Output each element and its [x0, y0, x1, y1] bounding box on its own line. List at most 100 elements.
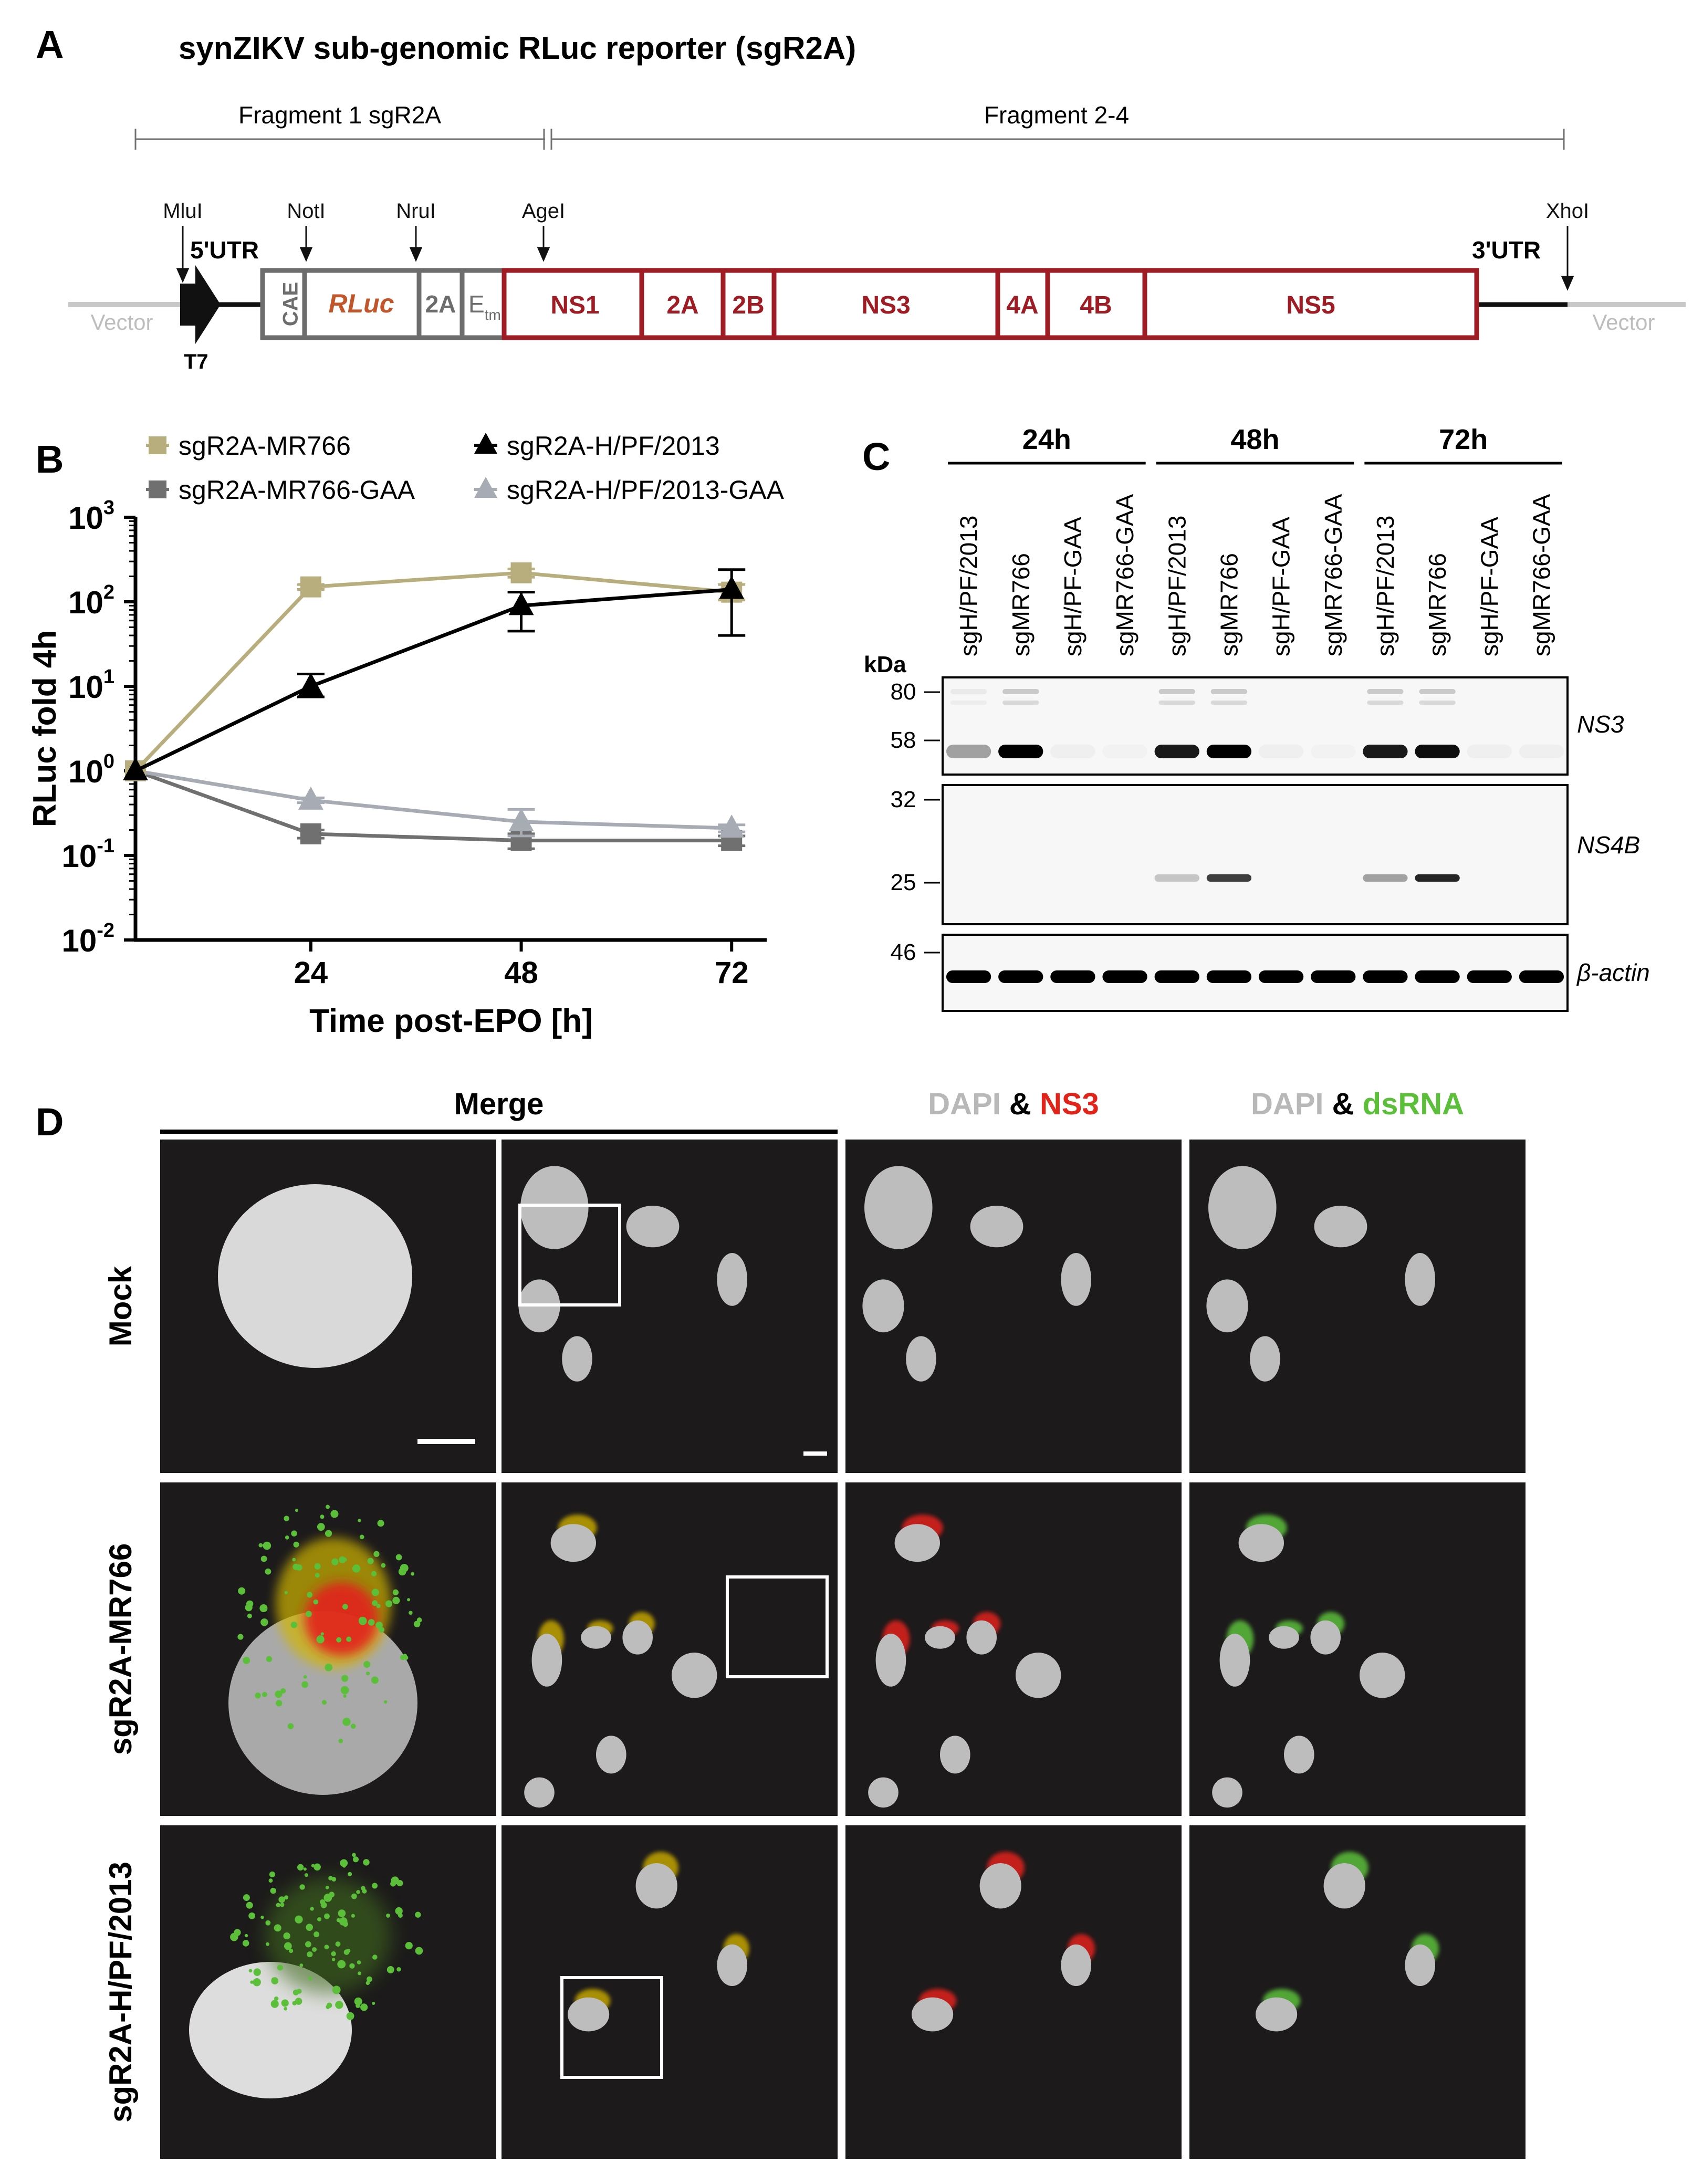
signal-speckle: [274, 1924, 281, 1932]
blot-band: [1311, 745, 1355, 758]
nucleus: [622, 1620, 653, 1655]
nucleus: [581, 1626, 611, 1649]
panel-label-a: A: [36, 23, 64, 66]
signal-speckle: [362, 1888, 367, 1894]
fragment-2-label: Fragment 2-4: [984, 101, 1129, 129]
signal-speckle: [337, 1960, 346, 1969]
site-agei-label: AgeI: [522, 200, 565, 223]
ns4a-label: 4A: [1006, 291, 1038, 319]
signal-speckle: [314, 1563, 321, 1570]
ns5-label: NS5: [1286, 291, 1335, 319]
signal-speckle: [258, 1543, 263, 1548]
signal-speckle: [246, 1901, 253, 1909]
nucleus: [1405, 1253, 1435, 1306]
blot-band: [950, 689, 987, 694]
kda-marker: 80: [891, 679, 916, 705]
signal-speckle: [352, 1853, 356, 1857]
micro-tile: [845, 1140, 1182, 1473]
micro-tile: [502, 1825, 838, 2159]
header-amp: &: [1001, 1087, 1040, 1121]
nucleus: [864, 1166, 933, 1249]
blot-band: [1363, 745, 1408, 758]
signal-speckle: [406, 1598, 411, 1602]
ns4b-blot: [942, 784, 1569, 925]
vector-right-label: Vector: [1592, 310, 1655, 335]
ns3-label: NS3: [861, 291, 910, 319]
kda-marker: 46: [891, 939, 916, 965]
blot-band: [950, 701, 987, 705]
signal-speckle: [385, 1600, 393, 1607]
signal-speckle: [269, 1871, 276, 1878]
y-tick-base: 10: [68, 670, 103, 705]
blot-band: [1002, 689, 1039, 694]
signal-speckle: [360, 2003, 368, 2011]
signal-speckle: [244, 1934, 248, 1938]
y-tick-base: 10: [61, 923, 97, 958]
micro-tile: [1189, 1825, 1526, 2159]
blot-band: [1154, 745, 1199, 758]
signal-speckle: [253, 1968, 261, 1976]
data-point: [719, 814, 745, 838]
micro-tile: [845, 1825, 1182, 2159]
nucleus: [596, 1736, 626, 1774]
signal-speckle: [339, 1917, 348, 1926]
blot-band: [1002, 701, 1039, 705]
signal-green: [265, 1878, 391, 1993]
blot-band: [1258, 970, 1304, 983]
signal-speckle: [336, 1637, 342, 1643]
data-point: [508, 808, 534, 831]
data-point: [300, 576, 321, 598]
signal-speckle: [260, 1915, 264, 1919]
nucleus: [906, 1336, 936, 1382]
signal-speckle: [246, 1600, 254, 1607]
signal-speckle: [328, 1876, 333, 1880]
signal-speckle: [238, 1587, 246, 1595]
y-tick-base: 10: [61, 839, 97, 874]
data-point: [719, 576, 745, 599]
legend-entry: sgR2A-MR766: [179, 431, 351, 461]
signal-speckle: [351, 1893, 357, 1899]
signal-speckle: [405, 1941, 413, 1950]
signal-speckle: [346, 2012, 354, 2020]
signal-speckle: [295, 1509, 299, 1512]
p2a-label: 2A: [425, 290, 456, 318]
lane-label: sgH/PF/2013: [1372, 516, 1399, 656]
nucleus: [979, 1863, 1021, 1909]
signal-speckle: [284, 1895, 288, 1900]
signal-speckle: [357, 1960, 361, 1964]
signal-speckle: [303, 1867, 307, 1871]
signal-speckle: [331, 1951, 336, 1957]
zoom-region-box: [726, 1575, 829, 1678]
site-nrui-label: NruI: [396, 200, 436, 223]
signal-speckle: [325, 1530, 332, 1537]
nucleus: [1314, 1206, 1367, 1248]
series-line: [134, 571, 732, 772]
blot-label: β-actin: [1576, 959, 1650, 986]
signal-speckle: [395, 1554, 402, 1561]
nucleus: [862, 1279, 904, 1333]
nucleus: [1284, 1736, 1314, 1774]
signal-speckle: [299, 1963, 304, 1967]
signal-speckle: [371, 1589, 379, 1596]
signal-speckle: [340, 1686, 349, 1695]
signal-speckle: [415, 1947, 423, 1955]
kda-label: kDa: [864, 652, 906, 677]
timepoint-label: 48h: [1230, 424, 1279, 455]
signal-speckle: [373, 1551, 380, 1558]
microscopy-grid: Merge DAPI & NS3 DAPI & dsRNAMocksgR2A-MR7…: [103, 1087, 1526, 2159]
signal-speckle: [359, 1534, 364, 1540]
signal-speckle: [299, 1884, 305, 1890]
y-tick-label: 102: [68, 581, 114, 620]
nucleus: [970, 1206, 1023, 1248]
signal-speckle: [255, 1692, 261, 1699]
micro-tile: [845, 1482, 1182, 1816]
fragment-brackets: [134, 129, 1565, 150]
ns1-label: NS1: [550, 291, 599, 319]
signal-speckle: [335, 1941, 341, 1947]
blot-band: [1050, 745, 1095, 758]
blot-band: [998, 745, 1043, 758]
legend-marker: [149, 436, 166, 454]
signal-speckle: [400, 1564, 409, 1572]
signal-speckle: [352, 1856, 359, 1863]
etm-main: E: [468, 290, 485, 318]
